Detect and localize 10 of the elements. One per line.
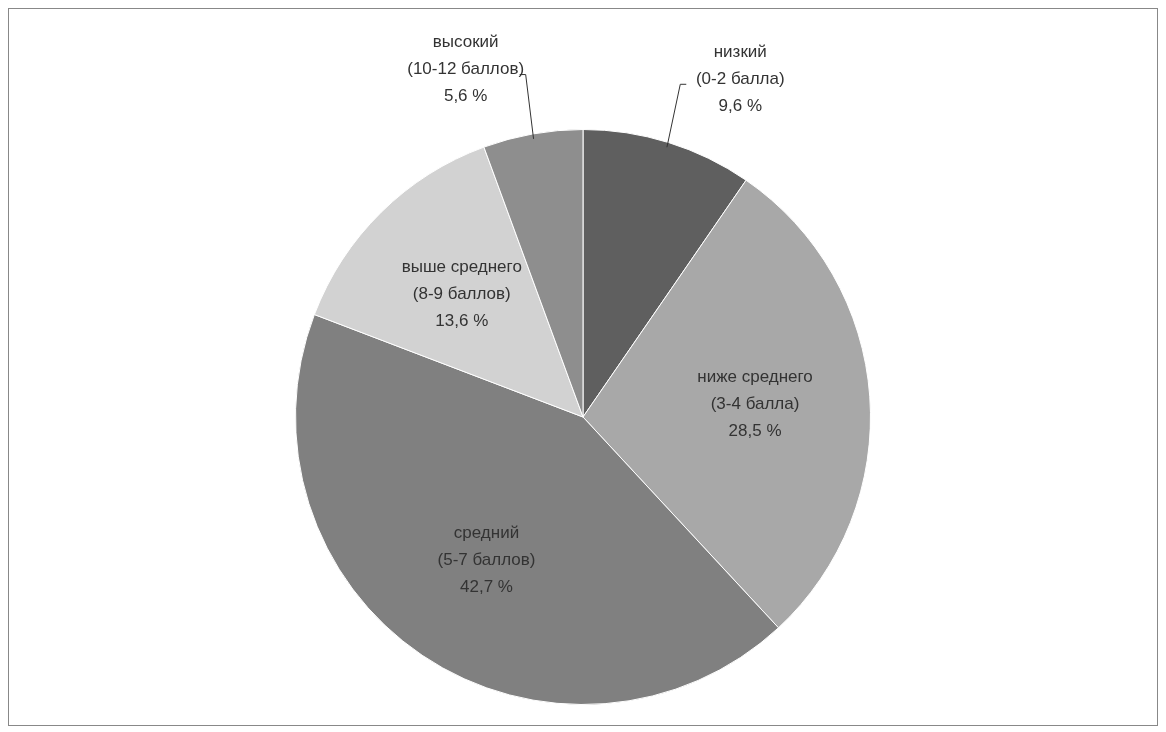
data-label: 9,6 % bbox=[718, 95, 763, 115]
slice-label: выше среднего (8-9 баллов) bbox=[401, 256, 522, 303]
slice-label: высокий (10-12 баллов) bbox=[407, 32, 525, 79]
slice-label: низкий (0-2 балла) bbox=[695, 41, 785, 88]
data-label: 28,5 % bbox=[728, 421, 782, 441]
data-label: 13,6 % bbox=[435, 310, 489, 330]
data-label: 42,7 % bbox=[460, 576, 513, 596]
slice-label: средний (5-7 баллов) bbox=[437, 522, 536, 569]
slice-label: ниже среднего (3-4 балла) bbox=[697, 367, 813, 414]
data-label: 5,6 % bbox=[443, 86, 488, 106]
